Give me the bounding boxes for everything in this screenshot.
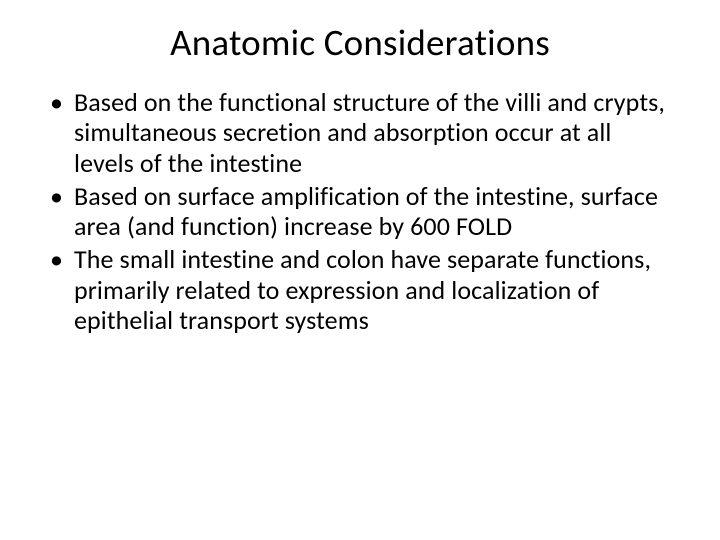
bullet-list: Based on the functional structure of the… xyxy=(38,87,682,336)
slide: Anatomic Considerations Based on the fun… xyxy=(0,0,720,540)
bullet-item: Based on the functional structure of the… xyxy=(44,87,676,179)
slide-title: Anatomic Considerations xyxy=(38,22,682,65)
bullet-item: Based on surface amplification of the in… xyxy=(44,181,676,242)
bullet-item: The small intestine and colon have separ… xyxy=(44,244,676,336)
